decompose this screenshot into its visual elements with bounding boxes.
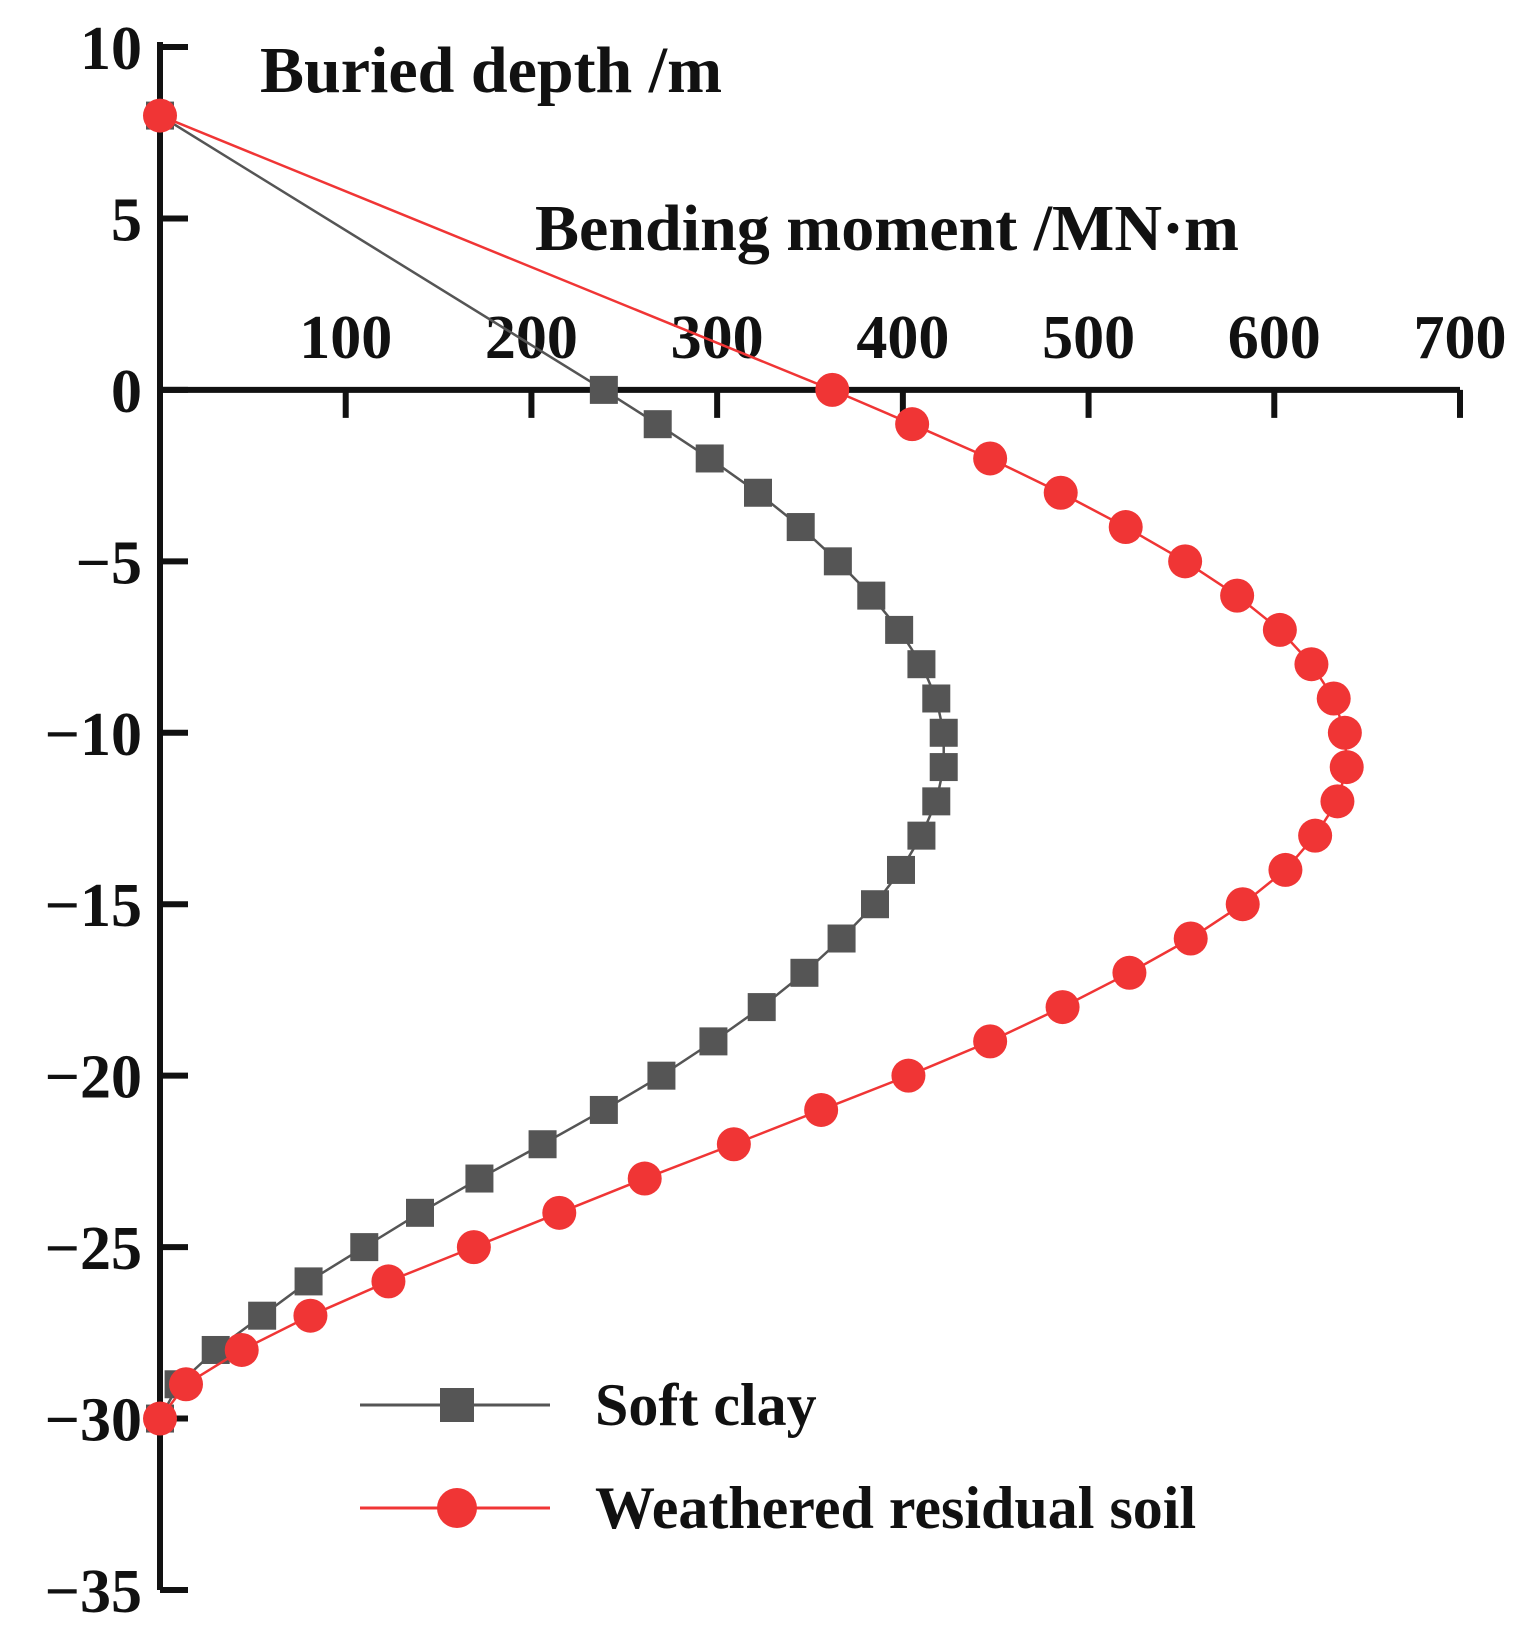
data-point <box>1225 887 1260 922</box>
data-point <box>456 1230 491 1265</box>
data-point <box>922 787 951 816</box>
data-point <box>907 821 936 850</box>
data-point <box>887 855 915 884</box>
data-point <box>371 1264 406 1299</box>
data-point <box>143 98 177 133</box>
data-point <box>1320 784 1355 819</box>
data-point <box>929 753 958 782</box>
data-point <box>1108 510 1143 545</box>
data-point <box>294 1267 323 1296</box>
y-tick-label: 10 <box>80 15 142 83</box>
data-point <box>1298 818 1333 853</box>
data-point <box>589 1095 618 1124</box>
x-axis-title: Bending moment /MN·m <box>535 192 1239 265</box>
legend-label: Soft clay <box>595 1372 817 1438</box>
data-point <box>907 650 936 679</box>
data-point <box>1327 715 1362 750</box>
data-point <box>350 1233 379 1262</box>
data-point <box>647 1061 676 1090</box>
data-point <box>224 1332 259 1367</box>
data-point <box>804 1092 839 1127</box>
data-point <box>747 993 776 1022</box>
data-point <box>716 1127 751 1162</box>
y-tick-label: −20 <box>45 1044 142 1112</box>
data-point <box>861 890 889 919</box>
data-point <box>1045 990 1080 1025</box>
data-point <box>885 615 914 644</box>
data-point <box>627 1161 662 1196</box>
legend-item: Weathered residual soil <box>360 1475 1196 1541</box>
legend-item: Soft clay <box>360 1372 817 1438</box>
series-soft-clay <box>146 101 958 1433</box>
data-point <box>465 1164 494 1193</box>
data-point <box>406 1198 434 1227</box>
y-tick-label: −15 <box>45 872 142 940</box>
x-tick-label: 600 <box>1228 304 1321 372</box>
data-point <box>1168 544 1203 579</box>
data-point <box>857 581 886 610</box>
data-point <box>143 1401 177 1436</box>
data-point <box>790 958 819 987</box>
x-tick-label: 400 <box>856 304 949 372</box>
data-point <box>786 513 815 542</box>
data-point <box>528 1130 557 1159</box>
x-tick-label: 300 <box>671 304 764 372</box>
data-point <box>922 684 951 713</box>
x-tick-label: 700 <box>1414 304 1507 372</box>
data-point <box>973 1024 1008 1059</box>
data-point <box>1316 681 1351 716</box>
x-tick-label: 200 <box>485 304 578 372</box>
data-point <box>542 1195 577 1230</box>
data-point <box>929 718 958 747</box>
axes: 10 5 0 −5 −10 −15 −20 −25 −30 −35 100 200 300 400 500 6… <box>45 15 1507 1626</box>
y-tick-label: −35 <box>45 1558 142 1626</box>
data-point <box>895 407 930 442</box>
x-tick-label: 100 <box>299 304 392 372</box>
data-point <box>169 1367 203 1402</box>
data-point <box>643 410 672 439</box>
data-point <box>1112 955 1147 990</box>
data-point <box>891 1058 926 1093</box>
data-point <box>1268 852 1303 887</box>
y-tick-label: 0 <box>111 358 142 426</box>
y-axis-title: Buried depth /m <box>260 34 722 107</box>
data-point <box>1262 612 1297 647</box>
data-point <box>1173 921 1208 956</box>
y-tick-label: −30 <box>45 1387 142 1455</box>
data-point <box>699 1027 728 1056</box>
data-point <box>293 1298 328 1333</box>
legend-marker-square <box>440 1388 474 1422</box>
data-point <box>744 478 772 507</box>
data-point <box>973 441 1008 476</box>
y-tick-label: −25 <box>45 1215 142 1283</box>
data-point <box>248 1301 277 1330</box>
data-point <box>823 547 852 576</box>
data-point <box>827 924 856 953</box>
data-point <box>1220 578 1255 613</box>
y-tick-label: −10 <box>45 701 142 769</box>
y-tick-label: −5 <box>76 529 142 597</box>
x-tick-label: 500 <box>1042 304 1135 372</box>
data-point <box>815 372 850 407</box>
data-point <box>1329 750 1364 785</box>
series-weathered-residual-soil <box>143 98 1364 1436</box>
data-point <box>1043 475 1078 510</box>
data-point <box>695 444 724 473</box>
y-tick-label: 5 <box>111 186 142 254</box>
legend: Soft clay Weathered residual soil <box>360 1372 1196 1541</box>
data-point <box>589 375 618 404</box>
legend-marker-circle <box>437 1488 477 1528</box>
data-point <box>1294 647 1329 682</box>
series-layer <box>143 98 1364 1436</box>
legend-label: Weathered residual soil <box>595 1475 1196 1541</box>
